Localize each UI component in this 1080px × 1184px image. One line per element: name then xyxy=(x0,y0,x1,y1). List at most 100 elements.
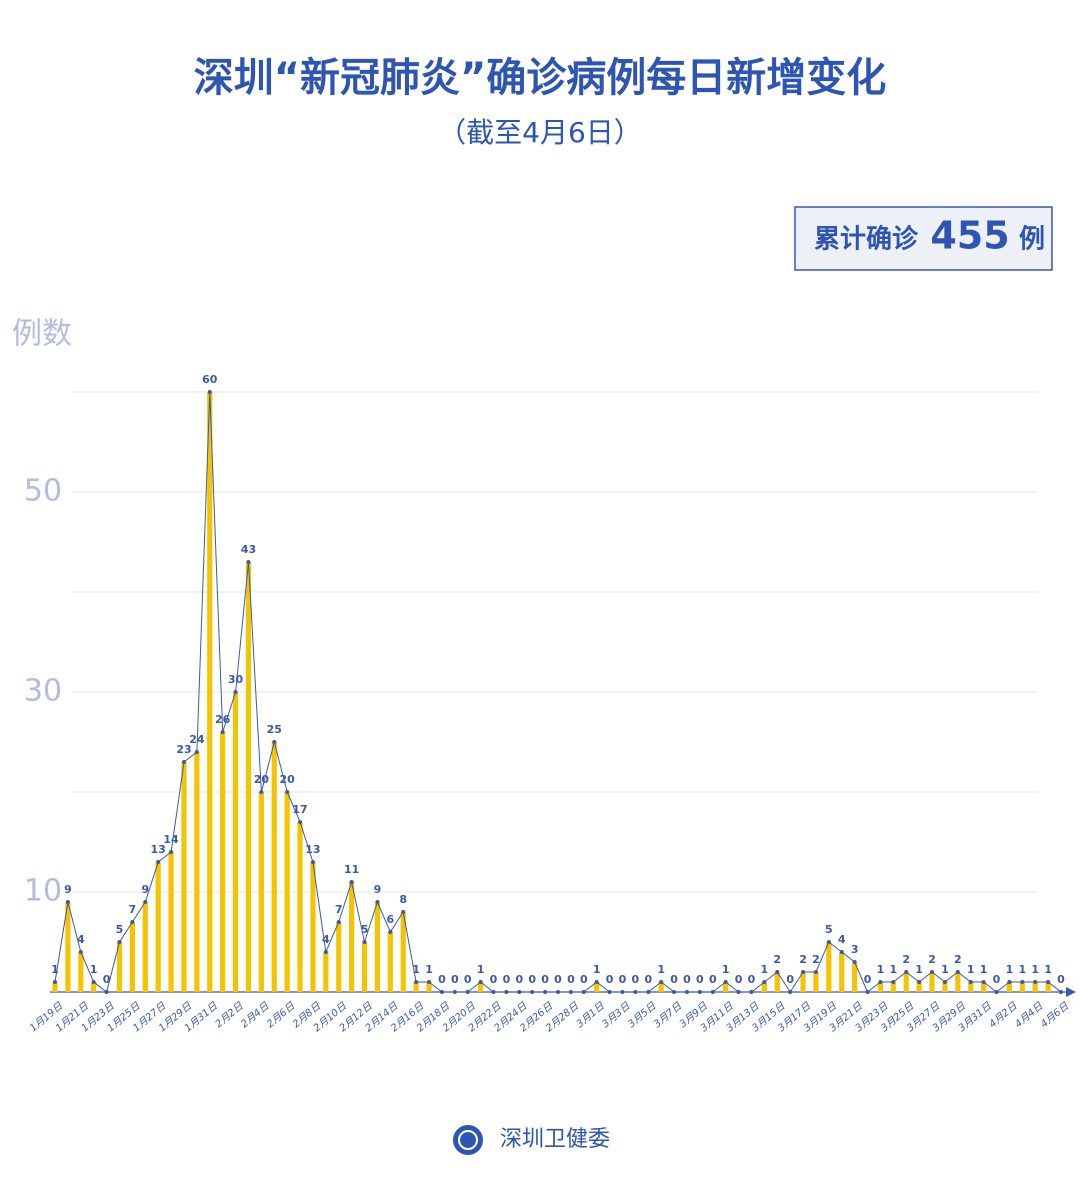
bar xyxy=(942,982,948,992)
total-box xyxy=(794,206,1053,271)
point xyxy=(736,990,741,994)
point xyxy=(465,990,470,994)
value-label: 30 xyxy=(228,673,244,686)
point xyxy=(981,980,986,984)
value-label: 1 xyxy=(890,963,898,976)
bar xyxy=(594,982,600,992)
bar xyxy=(129,922,135,992)
point xyxy=(259,790,264,794)
point xyxy=(891,980,896,984)
value-label: 4 xyxy=(77,933,85,946)
bar xyxy=(310,862,316,992)
value-label: 13 xyxy=(151,843,166,856)
value-label: 0 xyxy=(503,973,511,986)
bar xyxy=(877,982,884,992)
bar xyxy=(826,942,832,992)
value-label: 1 xyxy=(51,963,59,976)
bar xyxy=(774,972,780,992)
value-label: 8 xyxy=(399,893,407,906)
value-label: 0 xyxy=(748,973,756,986)
bar xyxy=(658,982,664,992)
point xyxy=(310,860,315,864)
value-label: 2 xyxy=(799,953,807,966)
point xyxy=(427,980,432,984)
point xyxy=(788,990,793,994)
source: 深圳卫健委 xyxy=(500,1127,610,1152)
bar xyxy=(903,972,909,992)
bar xyxy=(232,692,239,992)
point xyxy=(633,990,638,994)
bar xyxy=(297,822,303,992)
value-label: 0 xyxy=(554,973,562,986)
point xyxy=(762,980,767,984)
total-suffix: 例 xyxy=(1019,225,1045,255)
value-label: 11 xyxy=(344,863,359,876)
value-label: 0 xyxy=(490,973,498,986)
value-label: 60 xyxy=(202,373,218,386)
value-label: 0 xyxy=(567,973,575,986)
value-label: 2 xyxy=(954,953,962,966)
value-label: 0 xyxy=(528,973,536,986)
x-axis-arrow xyxy=(1066,987,1076,997)
value-label: 7 xyxy=(129,903,137,916)
value-label: 2 xyxy=(773,953,781,966)
value-label: 0 xyxy=(606,973,614,986)
bar xyxy=(194,752,200,992)
point xyxy=(517,990,522,994)
value-label: 1 xyxy=(90,963,98,976)
point xyxy=(91,980,96,984)
bar xyxy=(181,762,187,992)
point xyxy=(285,790,290,794)
point xyxy=(414,980,419,984)
value-label: 0 xyxy=(632,973,640,986)
point xyxy=(104,990,109,994)
value-label: 0 xyxy=(464,973,472,986)
y-tick-label: 10 xyxy=(24,874,62,909)
value-label: 1 xyxy=(477,963,485,976)
point xyxy=(620,990,625,994)
point xyxy=(194,750,199,754)
point xyxy=(659,980,664,984)
bar xyxy=(284,792,290,992)
point xyxy=(852,960,857,964)
value-label: 1 xyxy=(722,963,730,976)
point xyxy=(181,760,186,764)
point xyxy=(323,950,328,954)
point xyxy=(955,970,960,974)
value-label: 9 xyxy=(64,883,72,896)
value-label: 0 xyxy=(438,973,446,986)
value-label: 20 xyxy=(254,773,270,786)
bar xyxy=(52,982,58,992)
value-label: 25 xyxy=(267,723,282,736)
value-label: 0 xyxy=(644,973,652,986)
point xyxy=(169,850,174,854)
value-label: 1 xyxy=(425,963,433,976)
chart-subtitle: （截至4月6日） xyxy=(438,116,642,149)
value-label: 9 xyxy=(141,883,149,896)
point xyxy=(504,990,509,994)
point xyxy=(543,990,548,994)
value-label: 0 xyxy=(735,973,743,986)
value-label: 1 xyxy=(1006,963,1014,976)
value-label: 0 xyxy=(709,973,717,986)
point xyxy=(53,980,57,984)
value-label: 1 xyxy=(1031,963,1039,976)
point xyxy=(65,900,70,904)
point xyxy=(349,880,354,884)
value-label: 0 xyxy=(670,973,678,986)
bar xyxy=(890,982,896,992)
y-axis-label: 例数 xyxy=(12,317,72,352)
point xyxy=(994,990,999,994)
value-label: 1 xyxy=(761,963,769,976)
point xyxy=(801,970,806,974)
point xyxy=(1033,980,1038,984)
point xyxy=(130,920,135,924)
bar xyxy=(374,902,381,992)
value-label: 0 xyxy=(993,973,1001,986)
total-value: 455 xyxy=(930,214,1009,258)
total-prefix: 累计确诊 xyxy=(814,224,919,255)
x-tick-label: 4月6日 xyxy=(1039,1000,1072,1030)
value-label: 0 xyxy=(515,973,523,986)
point xyxy=(452,990,457,994)
